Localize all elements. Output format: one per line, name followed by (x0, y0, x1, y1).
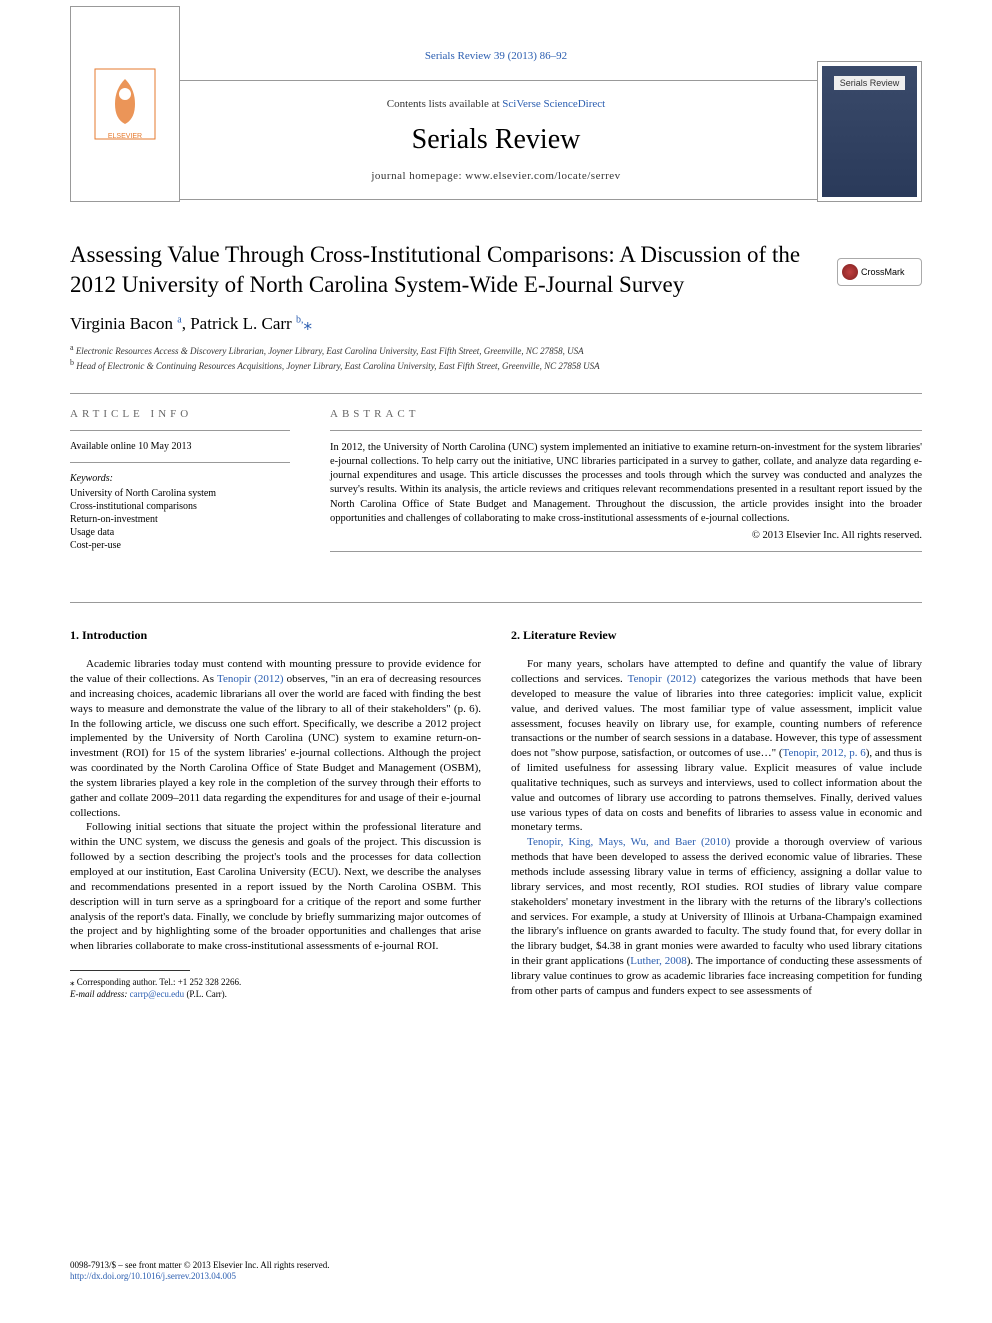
intro-p1: Academic libraries today must contend wi… (70, 657, 481, 820)
footnote-divider (70, 970, 190, 971)
keyword: Cross-institutional comparisons (70, 501, 290, 512)
email-label: E-mail address: (70, 989, 127, 999)
intro-p2: Following initial sections that situate … (70, 820, 481, 954)
author-2: Patrick L. Carr (190, 314, 292, 333)
litrev-p1: For many years, scholars have attempted … (511, 657, 922, 835)
section-1-heading: 1. Introduction (70, 627, 481, 643)
citation-tenopir-2012-p6[interactable]: Tenopir, 2012, p. 6 (783, 747, 866, 759)
journal-homepage[interactable]: journal homepage: www.elsevier.com/locat… (371, 170, 620, 182)
publisher-logo-wrap: ELSEVIER (70, 6, 180, 202)
article-info-label: article info (70, 408, 290, 420)
keyword: Return-on-investment (70, 514, 290, 525)
doi-link[interactable]: http://dx.doi.org/10.1016/j.serrev.2013.… (70, 1271, 236, 1281)
crossmark-label: CrossMark (861, 267, 905, 277)
abstract-copyright: © 2013 Elsevier Inc. All rights reserved… (330, 530, 922, 541)
litrev-p2: Tenopir, King, Mays, Wu, and Baer (2010)… (511, 835, 922, 998)
abstract-label: abstract (330, 408, 922, 420)
keyword: Usage data (70, 527, 290, 538)
author-1: Virginia Bacon (70, 314, 173, 333)
body-columns: 1. Introduction Academic libraries today… (70, 602, 922, 1000)
section-2-heading: 2. Literature Review (511, 627, 922, 643)
corresponding-tel: ⁎ Corresponding author. Tel.: +1 252 328… (70, 977, 481, 989)
author-1-affil[interactable]: a (177, 314, 181, 325)
keyword: Cost-per-use (70, 540, 290, 551)
citation-tenopir-2012[interactable]: Tenopir (2012) (217, 673, 283, 685)
journal-cover-badge: Serials Review (834, 76, 906, 90)
contents-prefix: Contents lists available at (387, 98, 502, 110)
sciencedirect-link[interactable]: SciVerse ScienceDirect (502, 98, 605, 110)
info-abstract-row: article info Available online 10 May 201… (70, 393, 922, 562)
journal-cover: Serials Review (822, 66, 917, 197)
journal-name: Serials Review (412, 124, 581, 156)
journal-header-box: ELSEVIER Contents lists available at Sci… (70, 80, 922, 200)
affiliations: a Electronic Resources Access & Discover… (70, 342, 922, 373)
footer-copyright: 0098-7913/$ – see front matter © 2013 El… (70, 1260, 330, 1272)
corresponding-footnote: ⁎ Corresponding author. Tel.: +1 252 328… (70, 977, 481, 1000)
elsevier-logo: ELSEVIER (90, 64, 160, 144)
corresponding-star[interactable]: ⁎ (303, 314, 312, 333)
available-online: Available online 10 May 2013 (70, 441, 290, 452)
header-citation[interactable]: Serials Review 39 (2013) 86–92 (70, 50, 922, 62)
author-email[interactable]: carrp@ecu.edu (130, 989, 185, 999)
citation-luther-2008[interactable]: Luther, 2008 (630, 955, 686, 967)
affiliation-b: Head of Electronic & Continuing Resource… (76, 361, 599, 371)
keyword: University of North Carolina system (70, 488, 290, 499)
email-name: (P.L. Carr). (186, 989, 227, 999)
affiliation-a: Electronic Resources Access & Discovery … (76, 346, 584, 356)
journal-cover-wrap: Serials Review (817, 61, 922, 202)
keywords-label: Keywords: (70, 473, 290, 484)
article-title: Assessing Value Through Cross-Institutio… (70, 240, 810, 300)
crossmark-icon (842, 264, 858, 280)
body-col-left: 1. Introduction Academic libraries today… (70, 627, 481, 1000)
svg-text:ELSEVIER: ELSEVIER (108, 133, 142, 140)
contents-line: Contents lists available at SciVerse Sci… (387, 98, 605, 110)
article-info-col: article info Available online 10 May 201… (70, 408, 290, 562)
footer-block: 0098-7913/$ – see front matter © 2013 El… (70, 1260, 330, 1283)
body-col-right: 2. Literature Review For many years, sch… (511, 627, 922, 1000)
authors: Virginia Bacon a, Patrick L. Carr b,⁎ (70, 314, 922, 334)
abstract-text: In 2012, the University of North Carolin… (330, 441, 922, 526)
header-center: Contents lists available at SciVerse Sci… (181, 81, 811, 199)
abstract-col: abstract In 2012, the University of Nort… (330, 408, 922, 562)
citation-tenopir-2012-b[interactable]: Tenopir (2012) (628, 673, 696, 685)
citation-tenopir-2010[interactable]: Tenopir, King, Mays, Wu, and Baer (2010) (527, 836, 730, 848)
crossmark-badge[interactable]: CrossMark (837, 258, 922, 286)
